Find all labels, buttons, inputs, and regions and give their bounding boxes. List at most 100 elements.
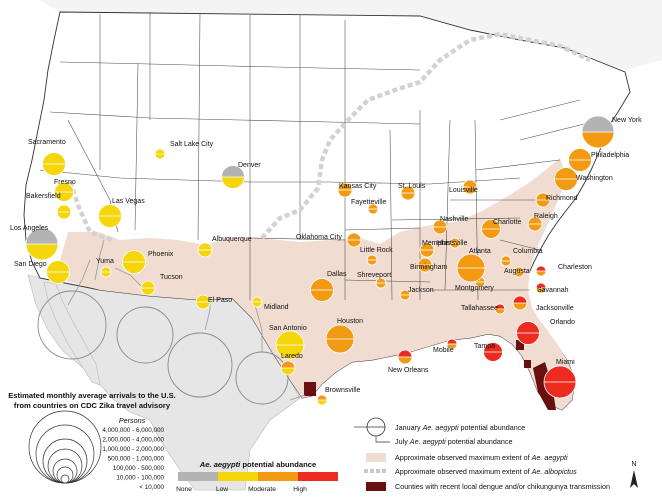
january-half (447, 339, 457, 344)
january-half (501, 256, 511, 261)
july-half (514, 272, 524, 277)
city-label-las-vegas: Las Vegas (112, 198, 145, 205)
july-half (276, 345, 304, 359)
january-half (568, 148, 592, 160)
july-half (26, 244, 58, 260)
city-symbol-tampa: Tampa (474, 342, 503, 362)
january-half (528, 217, 542, 224)
july-half (101, 272, 111, 277)
july-half (317, 400, 327, 405)
january-half (347, 233, 361, 240)
city-label-nashville: Nashville (440, 216, 469, 223)
city-symbol-tucson: Tucson (140, 274, 183, 296)
january-half (582, 116, 614, 132)
albopictus-extent-line (67, 31, 591, 243)
january-half (338, 183, 352, 190)
july-half (310, 290, 334, 302)
scale-labels: 4,000,000 - 6,000,000 2,000,000 - 4,000,0… (102, 427, 164, 491)
january-half (463, 180, 477, 187)
january-half (513, 296, 527, 303)
albopictus-extent-pre: Approximate observed maximum extent of (395, 467, 532, 476)
july-half (401, 193, 415, 200)
july-half (528, 224, 542, 231)
july-half (418, 265, 432, 272)
january-half (376, 278, 386, 283)
city-label-dallas: Dallas (327, 271, 347, 278)
city-symbol-jackson: Jackson (399, 287, 434, 301)
city-symbol-atlanta: Atlanta (456, 248, 491, 283)
july-half (554, 179, 578, 191)
city-label-jackson: Jackson (408, 287, 434, 294)
north-arrow-shape (630, 470, 638, 488)
city-label-fresno: Fresno (54, 179, 76, 186)
north-arrow-letter: N (631, 459, 636, 468)
city-label-new-york: New York (612, 117, 642, 124)
abundance-swatch-moderate (258, 472, 298, 481)
scale-label-4: 100,000 - 500,000 (113, 465, 165, 472)
city-label-birmingham: Birmingham (410, 264, 448, 271)
city-symbol-memphis: Memphis (419, 240, 451, 258)
state-borders (39, 12, 601, 301)
arrivals-title-line1: Estimated monthly average arrivals to th… (8, 391, 176, 400)
abundance-title-rest: potential abundance (240, 460, 316, 469)
july-half (281, 368, 295, 375)
july-half (501, 261, 511, 266)
city-symbol-bakersfield: Bakersfield (26, 193, 72, 220)
january-label-species: Ae. aegypti (422, 423, 459, 432)
july-half (347, 240, 361, 247)
aegypti-extent-label: Approximate observed maximum extent of A… (395, 453, 568, 462)
abundance-label-moderate: Moderate (248, 486, 276, 493)
city-label-tallahassee: Tallahassee (461, 305, 498, 312)
abundance-label-none: None (176, 486, 192, 493)
transmission-label: Counties with recent local dengue and/or… (395, 482, 610, 491)
january-half (54, 182, 74, 192)
aegypti-extent-swatch (366, 453, 386, 462)
arrival-flow-lines (67, 239, 306, 401)
january-half (514, 267, 524, 272)
july-label-post: potential abundance (446, 437, 513, 446)
january-half (401, 186, 415, 193)
january-half (26, 228, 58, 244)
city-symbol-fayetteville: Fayetteville (351, 199, 387, 215)
july-half (141, 288, 155, 295)
city-symbol-new-orleans: New Orleans (388, 349, 429, 374)
july-half (198, 250, 212, 257)
city-label-los-angeles: Los Angeles (10, 225, 49, 232)
january-half (536, 193, 550, 200)
city-symbol-oklahoma-city: Oklahoma City (296, 232, 362, 248)
city-symbol-huntsville: Huntsville (437, 237, 467, 249)
city-label-richmond: Richmond (546, 195, 578, 202)
city-label-san-diego: San Diego (14, 261, 47, 268)
aegypti-extent-pre: Approximate observed maximum extent of (395, 453, 532, 462)
july-half (196, 302, 210, 309)
city-symbol-philadelphia: Philadelphia (568, 148, 629, 172)
city-label-albuquerque: Albuquerque (212, 236, 252, 243)
city-symbol-kansas-city: Kansas City (337, 182, 377, 198)
january-half (141, 281, 155, 288)
july-half (368, 209, 378, 214)
city-label-fayetteville: Fayetteville (351, 199, 387, 206)
city-label-bakersfield: Bakersfield (26, 193, 61, 200)
city-symbol-nashville: Nashville (432, 216, 469, 235)
july-half (568, 160, 592, 172)
january-half (46, 260, 70, 272)
albopictus-extent-label: Approximate observed maximum extent of A… (395, 467, 577, 476)
january-half (536, 266, 546, 271)
city-symbol-raleigh: Raleigh (527, 213, 558, 232)
january-half (98, 204, 122, 216)
city-label-raleigh: Raleigh (534, 213, 558, 220)
city-symbol-miami: Miami (543, 359, 577, 399)
city-label-jacksonville: Jacksonville (536, 305, 574, 312)
arrivals-legend: Estimated monthly average arrivals to th… (8, 391, 176, 491)
city-symbol-phoenix: Phoenix (122, 250, 174, 274)
city-symbol-little-rock: Little Rock (360, 247, 393, 266)
city-label-philadelphia: Philadelphia (591, 152, 629, 159)
city-symbol-columbia: Columbia (500, 248, 543, 267)
january-half (198, 243, 212, 250)
city-label-denver: Denver (238, 162, 261, 169)
january-half (101, 267, 111, 272)
scale-label-1: 2,000,000 - 4,000,000 (102, 437, 164, 444)
july-half (457, 268, 485, 282)
january-half (554, 167, 578, 179)
